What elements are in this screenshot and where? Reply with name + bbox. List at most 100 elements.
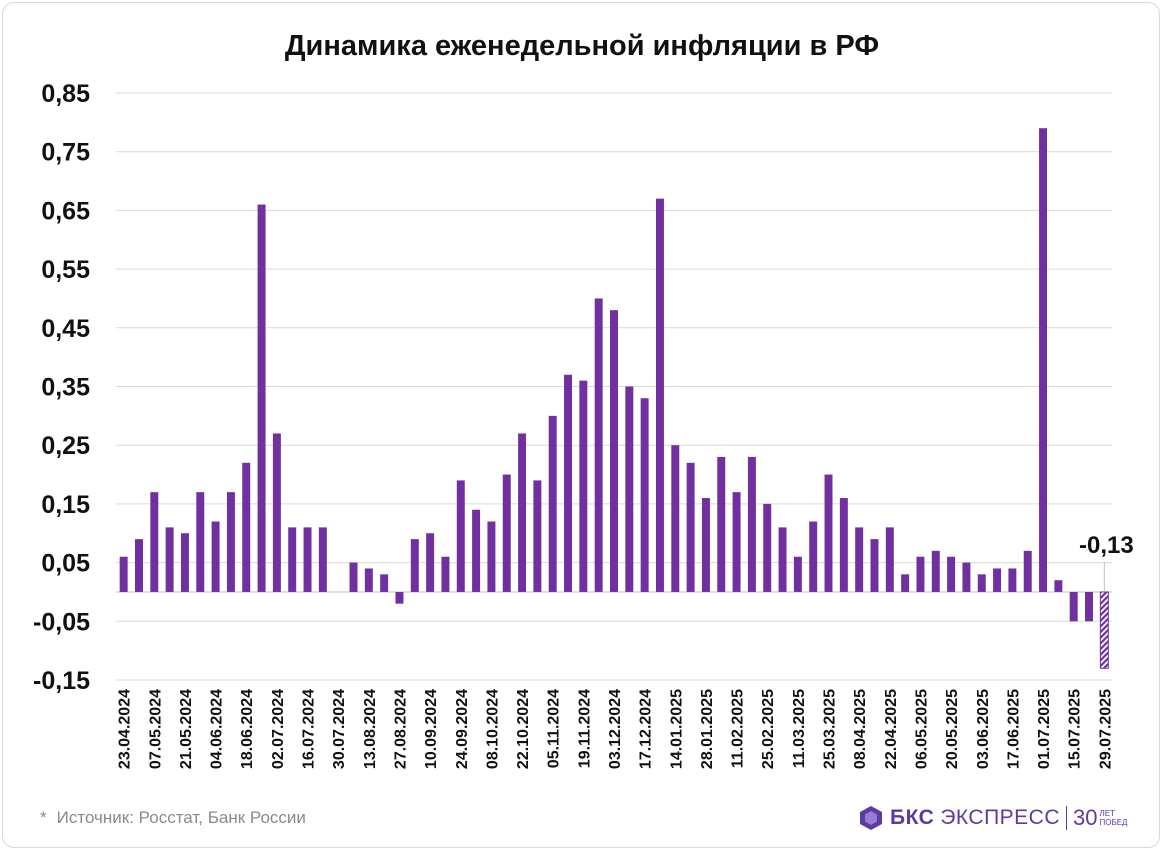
chart-title: Динамика еженедельной инфляции в РФ (284, 30, 880, 62)
x-tick-label: 27.08.2024 (392, 689, 409, 769)
bar (1085, 591, 1093, 622)
bar (655, 198, 664, 592)
bar (824, 474, 833, 592)
bar (533, 480, 542, 592)
bar (701, 498, 710, 592)
source-star: * (40, 808, 47, 827)
logo-separator (1066, 806, 1068, 830)
x-tick-label: 03.06.2025 (975, 689, 992, 769)
bar-highlighted (1099, 591, 1109, 669)
bar (211, 521, 220, 592)
y-tick-label: 0,05 (41, 550, 90, 578)
bar (809, 521, 818, 592)
bar (242, 462, 251, 592)
bar (916, 556, 925, 592)
x-tick-label: 02.07.2024 (270, 689, 287, 769)
y-tick-label: 0,65 (41, 197, 90, 225)
bar (364, 568, 373, 592)
bks-logo-icon (860, 806, 882, 830)
bar (610, 310, 618, 592)
logo-sub-1: ЛЕТ (1099, 809, 1115, 818)
x-tick-label: 22.10.2024 (515, 689, 532, 769)
bar (885, 527, 894, 592)
bar (901, 574, 910, 592)
bar (793, 556, 802, 592)
bar (502, 474, 511, 592)
annotation-label: -0,13 (1079, 532, 1134, 559)
x-tick-label: 24.09.2024 (454, 689, 471, 769)
bar (640, 398, 649, 592)
bar (962, 562, 971, 592)
y-tick-label: 0,45 (41, 315, 90, 343)
x-tick-label: 08.10.2024 (484, 689, 501, 769)
x-tick-label: 08.04.2025 (852, 689, 869, 769)
x-tick-label: 01.07.2025 (1036, 689, 1053, 769)
y-tick-label: 0,85 (41, 80, 90, 108)
bar (947, 556, 956, 592)
bar (717, 456, 726, 592)
bar (778, 527, 787, 592)
x-tick-label: 18.06.2024 (239, 689, 256, 769)
bar (671, 445, 680, 592)
bar (977, 574, 986, 592)
x-tick-label: 17.06.2025 (1005, 689, 1022, 769)
bar (1039, 128, 1048, 592)
bar (1054, 580, 1063, 592)
bar (303, 527, 312, 592)
x-tick-label: 25.03.2025 (822, 689, 839, 769)
bar (1008, 568, 1017, 592)
bar (196, 492, 205, 592)
bar (441, 556, 450, 592)
bar (150, 492, 159, 592)
y-tick-label: -0,15 (33, 667, 90, 695)
x-tick-label: 04.06.2024 (209, 689, 226, 769)
bar (993, 568, 1002, 592)
bar (226, 492, 235, 592)
logo-subtitle: ЛЕТ ПОБЕД (1100, 809, 1128, 827)
y-tick-label: 0,75 (41, 139, 90, 167)
bar (579, 380, 588, 592)
x-tick-label: 06.05.2025 (913, 689, 930, 769)
bar (931, 550, 940, 592)
x-tick-label: 10.09.2024 (423, 689, 440, 769)
logo-brand: БКС (890, 806, 935, 829)
x-tick-label: 20.05.2025 (944, 689, 961, 769)
bar (180, 533, 189, 592)
x-tick-label: 03.12.2024 (607, 689, 624, 769)
x-tick-label: 22.04.2025 (883, 689, 900, 769)
bar (855, 527, 864, 592)
bar (763, 503, 772, 592)
bar (564, 374, 573, 592)
bar (288, 527, 297, 592)
bar (119, 556, 128, 592)
source-note: * Источник: Росстат, Банк России (40, 808, 306, 828)
y-tick-label: 0,55 (41, 256, 90, 284)
logo-brand-express: ЭКСПРЕСС (940, 806, 1061, 829)
x-tick-label: 23.04.2024 (117, 689, 134, 769)
y-tick-label: 0,15 (41, 491, 90, 519)
bar (257, 204, 266, 592)
bar (839, 498, 848, 592)
x-tick-label: 17.12.2024 (638, 689, 655, 769)
x-tick-label: 07.05.2024 (147, 689, 164, 769)
logo-sub-2: ПОБЕД (1099, 818, 1128, 827)
bar (349, 562, 358, 592)
y-tick-label: 0,25 (41, 432, 90, 460)
bar (135, 539, 143, 592)
x-tick-label: 29.07.2025 (1097, 689, 1114, 769)
bar (426, 533, 435, 592)
logo-number: 30 (1073, 805, 1098, 830)
bar (594, 298, 603, 592)
bar (410, 539, 419, 592)
bar (870, 539, 879, 592)
y-tick-label: 0,35 (41, 374, 90, 402)
bar (548, 415, 557, 592)
bar (1023, 550, 1032, 592)
bks-logo: БКС ЭКСПРЕСС 30 ЛЕТ ПОБЕД (858, 803, 1127, 833)
bar (686, 462, 695, 592)
bar (487, 521, 496, 592)
x-tick-label: 21.05.2024 (178, 689, 195, 769)
x-tick-label: 19.11.2024 (576, 689, 593, 768)
bar (395, 591, 404, 604)
bar (625, 386, 634, 592)
